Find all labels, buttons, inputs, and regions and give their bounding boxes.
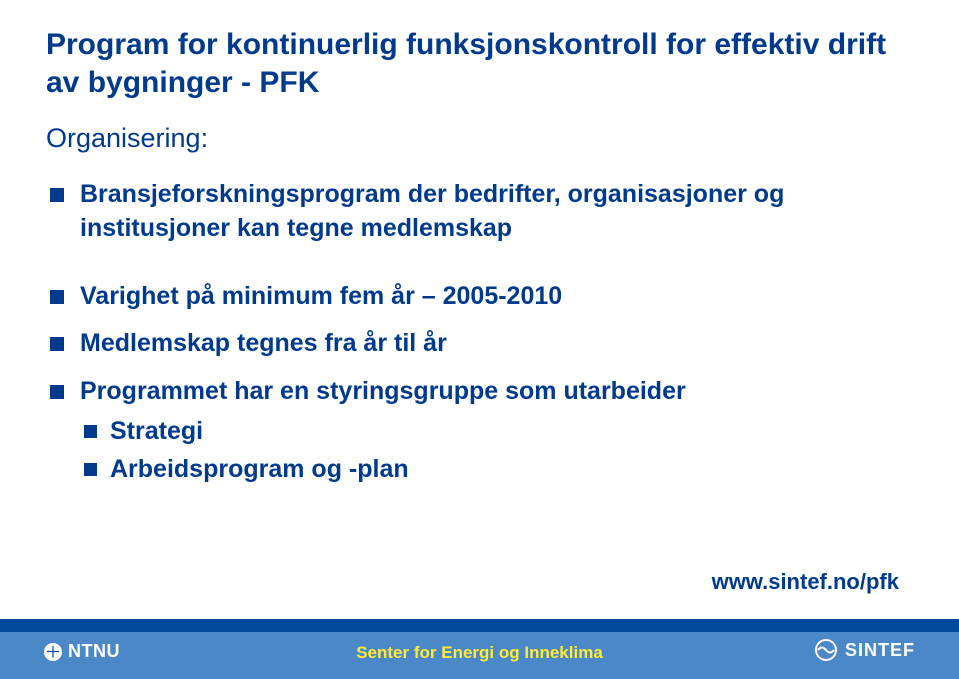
- bullet-text: Bransjeforskningsprogram der bedrifter, …: [80, 180, 784, 242]
- bullet-item: Programmet har en styringsgruppe som uta…: [46, 375, 913, 486]
- bullet-item: Bransjeforskningsprogram der bedrifter, …: [46, 178, 913, 246]
- bullet-text: Programmet har en styringsgruppe som uta…: [80, 377, 686, 405]
- footer: NTNU Senter for Energi og Inneklima SINT…: [0, 619, 959, 679]
- footer-center-text: Senter for Energi og Inneklima: [356, 643, 603, 663]
- ntnu-mark-icon: [44, 643, 62, 661]
- spacer: [46, 260, 913, 280]
- bullet-list: Varighet på minimum fem år – 2005-2010 M…: [46, 280, 913, 487]
- bullet-text: Medlemskap tegnes fra år til år: [80, 329, 447, 357]
- bullet-text: Varighet på minimum fem år – 2005-2010: [80, 282, 562, 310]
- sintef-mark-icon: [815, 639, 837, 661]
- footer-stripe-dark: [0, 619, 959, 632]
- sub-bullet-item: Arbeidsprogram og -plan: [80, 453, 913, 487]
- ntnu-logo: NTNU: [44, 641, 120, 662]
- sub-bullet-text: Strategi: [110, 417, 203, 445]
- sub-bullet-list: Strategi Arbeidsprogram og -plan: [80, 415, 913, 487]
- bullet-item: Medlemskap tegnes fra år til år: [46, 327, 913, 361]
- sub-bullet-item: Strategi: [80, 415, 913, 449]
- slide: Program for kontinuerlig funksjonskontro…: [0, 0, 959, 679]
- bullet-list: Bransjeforskningsprogram der bedrifter, …: [46, 178, 913, 246]
- slide-title: Program for kontinuerlig funksjonskontro…: [46, 26, 913, 101]
- bullet-item: Varighet på minimum fem år – 2005-2010: [46, 280, 913, 314]
- sintef-logo-text: SINTEF: [845, 640, 915, 661]
- slide-subtitle: Organisering:: [46, 123, 913, 154]
- sintef-logo: SINTEF: [815, 639, 915, 661]
- url-text: www.sintef.no/pfk: [712, 569, 899, 595]
- sub-bullet-text: Arbeidsprogram og -plan: [110, 455, 409, 483]
- slide-content: Program for kontinuerlig funksjonskontro…: [0, 0, 959, 486]
- ntnu-logo-text: NTNU: [68, 641, 120, 662]
